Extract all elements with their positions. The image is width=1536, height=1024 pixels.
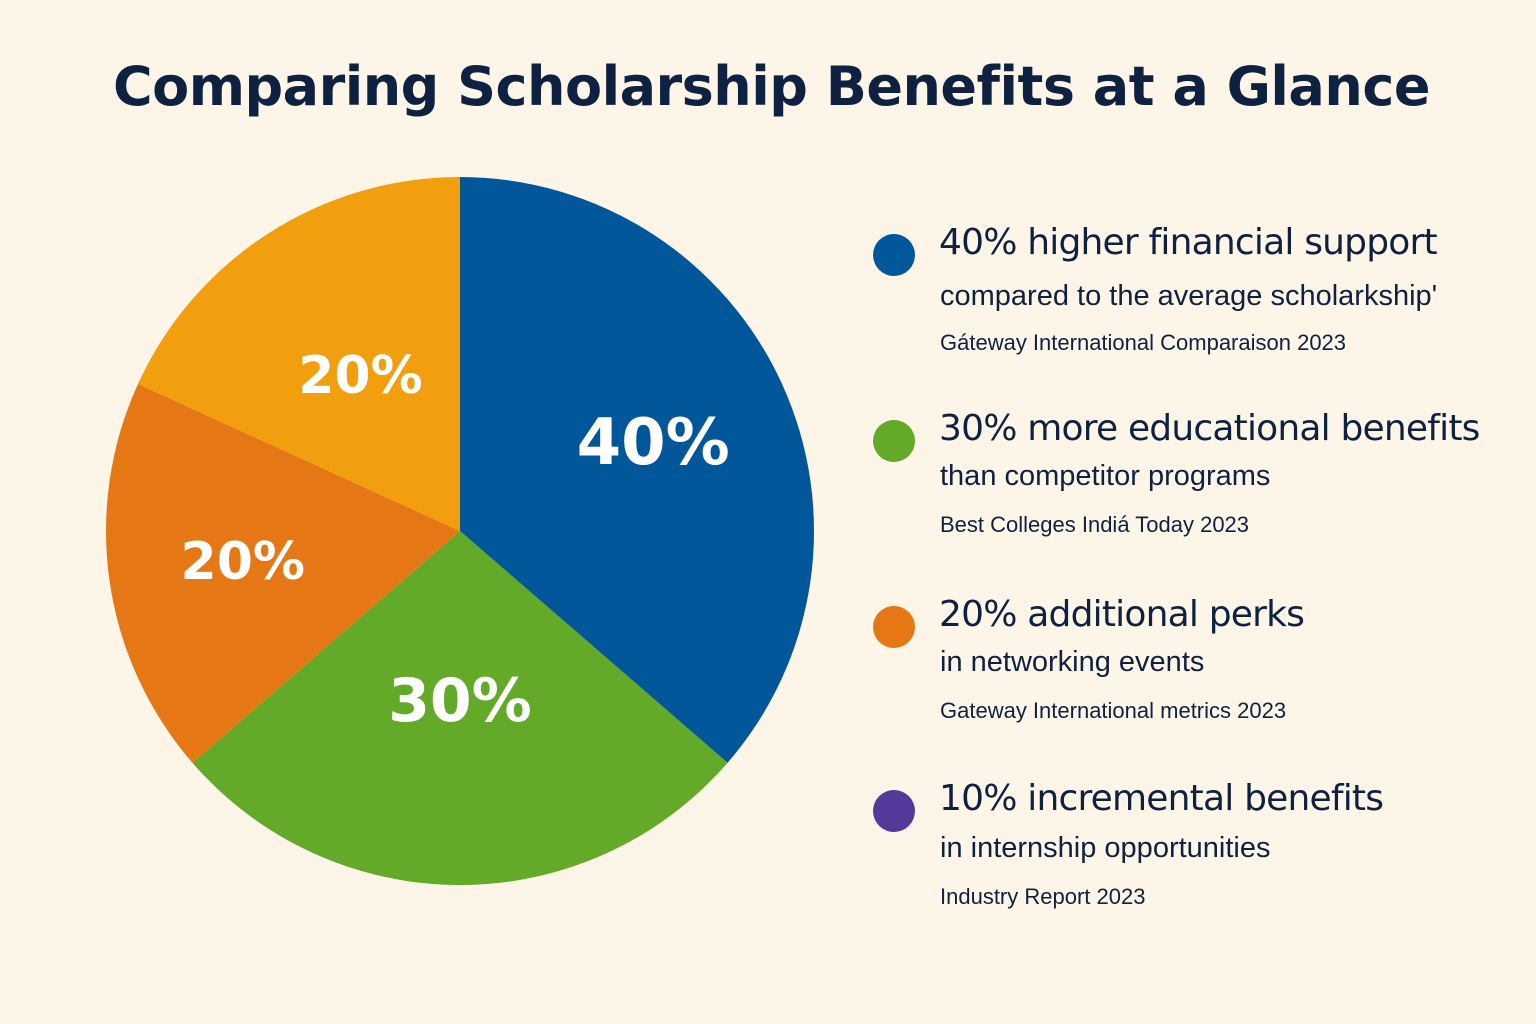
legend-subtitle: in networking events	[940, 646, 1205, 678]
pie-slice-label-3: 20%	[298, 346, 422, 406]
legend-heading: 30% more educational benefits	[939, 408, 1480, 449]
legend-circle-icon	[873, 420, 915, 462]
pie-slice-label-2: 20%	[181, 532, 305, 592]
pie-slice-0	[460, 177, 814, 763]
legend-subtitle: than competitor programs	[940, 460, 1271, 492]
legend-circle-icon	[873, 606, 915, 648]
chart-title: Comparing Scholarship Benefits at a Glan…	[113, 55, 1430, 118]
legend-source: Gáteway International Comparaison 2023	[940, 330, 1347, 355]
pie-slice-label-0: 40%	[577, 406, 730, 480]
legend-subtitle: in internship opportunities	[940, 832, 1271, 864]
pie-chart: 40% 30% 20% 20%	[105, 177, 814, 885]
legend-heading: 10% incremental benefits	[939, 778, 1384, 819]
pie-slice-label-1: 30%	[388, 666, 532, 736]
legend-source: Gateway International metrics 2023	[940, 698, 1287, 723]
legend-circle-icon	[873, 234, 915, 276]
pie-slice-2	[105, 383, 460, 763]
pie-slice-1	[192, 531, 728, 885]
legend-subtitle: compared to the average scholarkship'	[940, 280, 1438, 312]
legend-source: Industry Report 2023	[940, 884, 1146, 909]
legend-heading: 20% additional perks	[939, 594, 1305, 635]
legend-circle-icon	[873, 790, 915, 832]
legend-heading: 40% higher financial support	[939, 222, 1438, 263]
legend-source: Best Colleges Indiá Today 2023	[940, 512, 1250, 537]
pie-slice-3	[137, 177, 460, 531]
